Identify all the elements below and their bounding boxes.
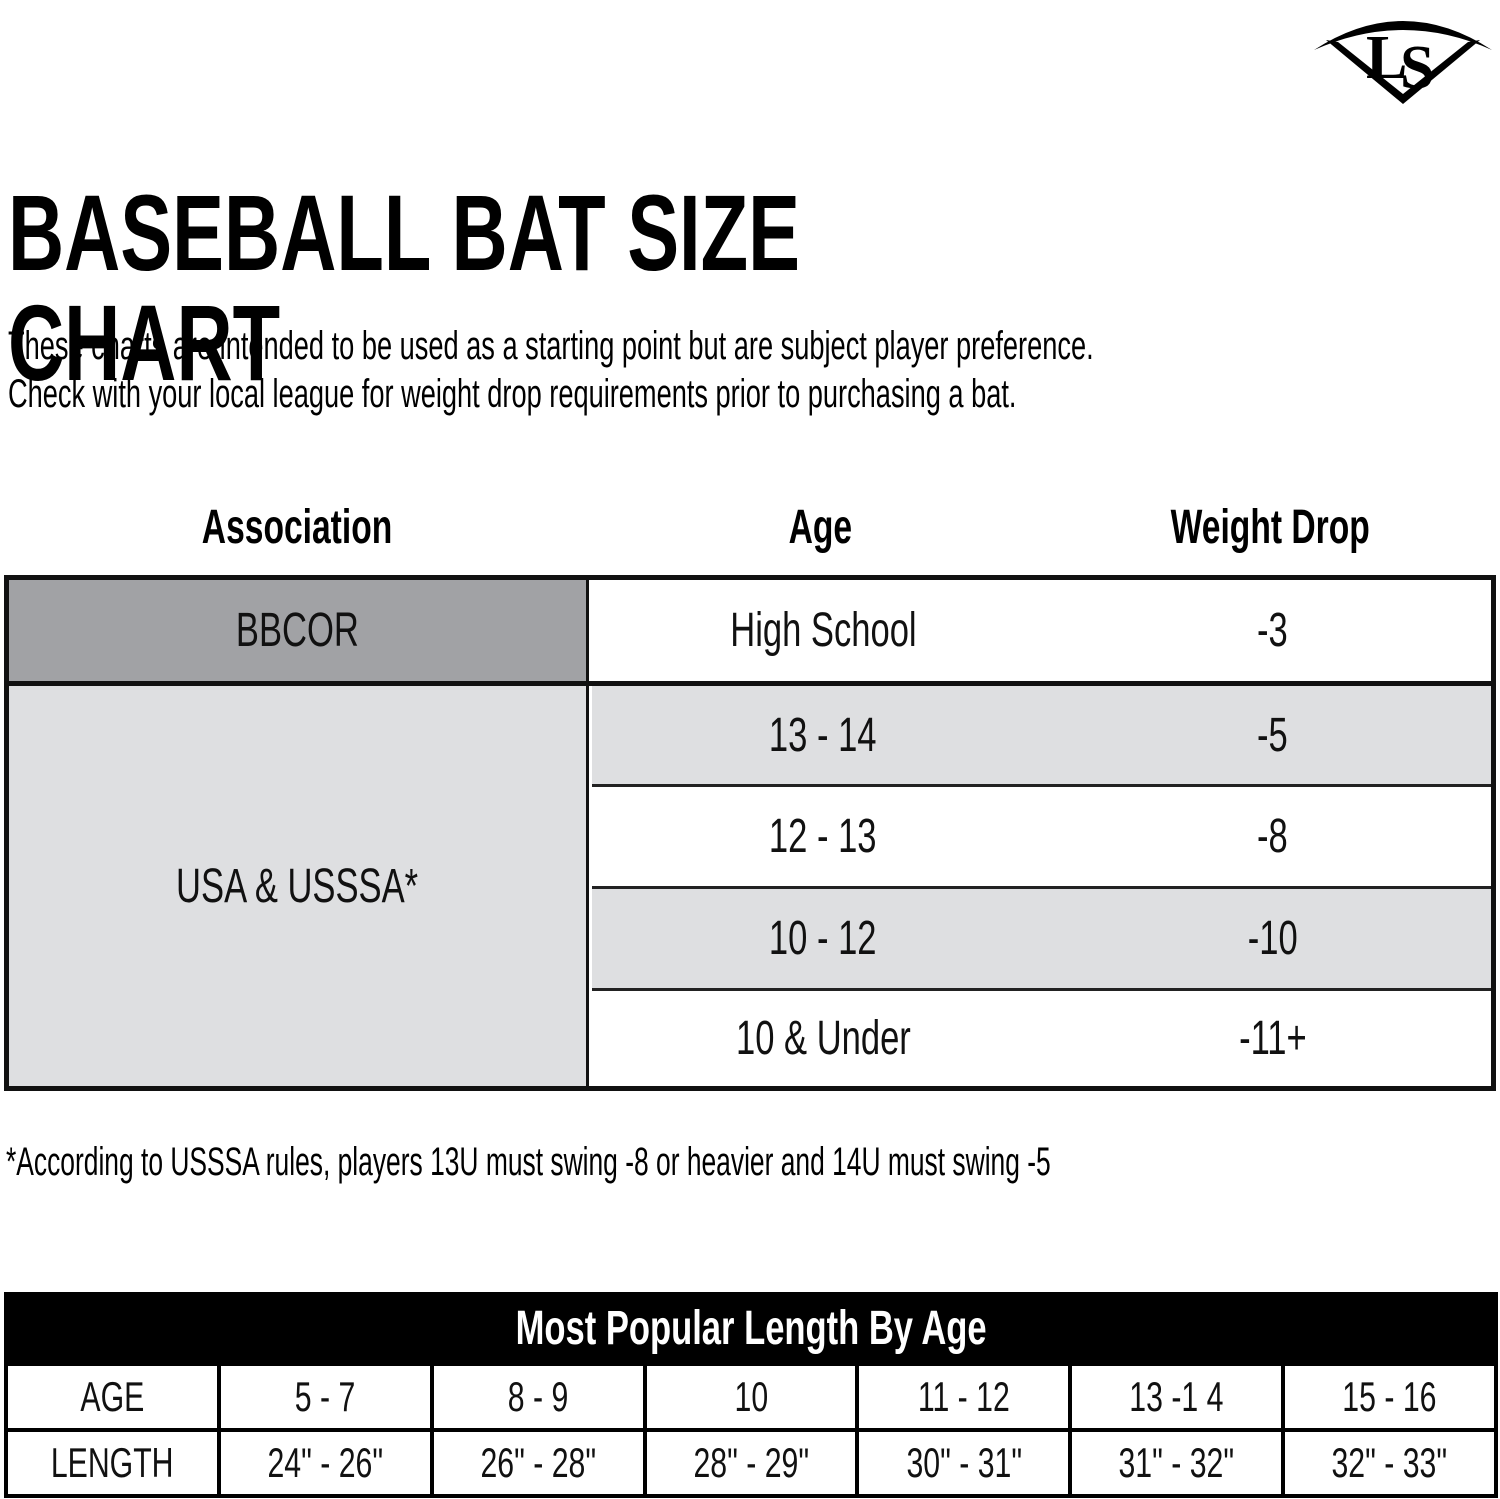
age-cell: 10 [646,1366,856,1428]
col-header-age: Age [788,501,852,554]
table-row: 10 - 12 -10 [592,889,1491,988]
table-row: 12 - 13 -8 [592,787,1491,886]
association-bbcor: BBCOR [9,580,589,681]
length-cell: 30" - 31" [859,1432,1069,1494]
age-cell: 8 - 9 [433,1366,643,1428]
length-cell: 28" - 29" [646,1432,856,1494]
row-label-age: AGE [8,1366,217,1428]
table-row: 13 - 14 -5 [592,686,1491,784]
col-header-association: Association [202,501,393,554]
table-row: High School -3 [592,580,1491,681]
length-table-title: Most Popular Length By Age [515,1302,987,1355]
length-cell: 32" - 33" [1285,1432,1494,1494]
divider [592,784,1491,787]
length-cell: 26" - 28" [433,1432,643,1494]
divider [592,886,1491,889]
length-by-age-table: Most Popular Length By Age AGE 5 - 7 8 -… [4,1292,1498,1498]
length-cell: 31" - 32" [1072,1432,1282,1494]
age-cell: 5 - 7 [220,1366,430,1428]
intro-text: These charts are intended to be used as … [8,324,1094,416]
association-usa-usssa: USA & USSSA* [9,686,589,1086]
length-cell: 24" - 26" [220,1432,430,1494]
age-cell: 13 -1 4 [1072,1366,1282,1428]
ls-logo-icon: L S [1314,21,1492,104]
divider [592,988,1491,991]
age-cell: 11 - 12 [859,1366,1069,1428]
age-cell: 15 - 16 [1285,1366,1494,1428]
row-label-length: LENGTH [8,1432,217,1494]
footnote: *According to USSSA rules, players 13U m… [6,1140,1051,1184]
svg-text:S: S [1400,34,1434,102]
table-row: 10 & Under -11+ [592,991,1491,1086]
page-title: BASEBALL BAT SIZE CHART [8,172,801,403]
col-header-weight-drop: Weight Drop [1170,501,1370,554]
weight-drop-table: BBCOR High School -3 USA & USSSA* 13 - 1… [4,575,1496,1091]
divider [9,681,1491,686]
svg-text:L: L [1366,24,1407,92]
